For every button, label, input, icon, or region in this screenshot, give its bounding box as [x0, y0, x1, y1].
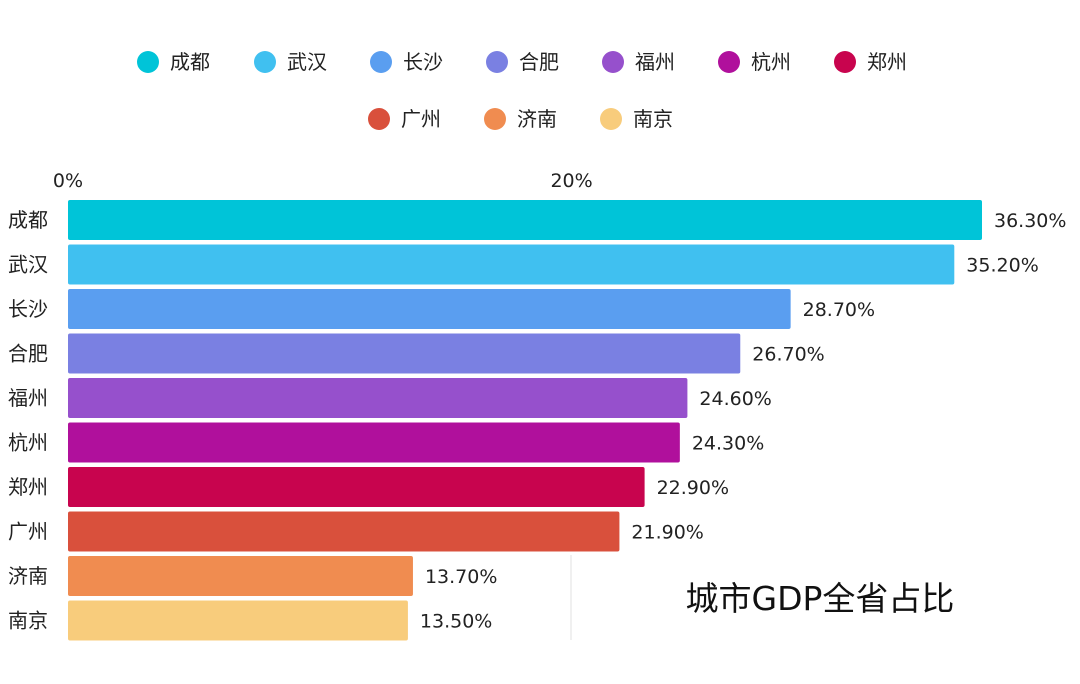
- value-label: 28.70%: [803, 299, 875, 321]
- bar-row: 南京 13.50%: [8, 600, 492, 641]
- bar-row: 郑州 22.90%: [8, 467, 729, 507]
- bar: [68, 244, 955, 285]
- bar-row: 长沙 28.70%: [8, 289, 875, 329]
- legend-swatch: [137, 51, 159, 73]
- legend-swatch: [718, 51, 740, 73]
- legend-item: 成都: [137, 50, 210, 74]
- legend-item: 杭州: [718, 50, 791, 74]
- category-label: 长沙: [8, 297, 48, 321]
- legend-label: 郑州: [867, 50, 907, 74]
- legend-label: 武汉: [287, 50, 327, 74]
- legend-label: 南京: [633, 107, 673, 131]
- bar: [68, 422, 680, 463]
- category-label: 郑州: [8, 475, 48, 499]
- bar-row: 济南 13.70%: [8, 556, 497, 596]
- bar: [68, 600, 408, 641]
- legend-item: 郑州: [834, 50, 907, 74]
- category-label: 合肥: [8, 342, 48, 366]
- category-label: 广州: [8, 520, 48, 544]
- legend-label: 长沙: [403, 50, 443, 74]
- category-label: 济南: [8, 564, 48, 588]
- legend-item: 南京: [600, 107, 673, 131]
- bar: [68, 511, 620, 552]
- value-label: 35.20%: [966, 255, 1038, 277]
- bar-row: 武汉 35.20%: [8, 244, 1039, 285]
- x-tick-label: 20%: [550, 170, 592, 192]
- bar: [68, 289, 791, 329]
- bar-row: 杭州 24.30%: [8, 422, 764, 463]
- bar: [68, 200, 982, 240]
- legend-label: 济南: [517, 107, 557, 131]
- legend-swatch: [254, 51, 276, 73]
- legend-item: 长沙: [370, 50, 443, 74]
- bars: 成都 36.30% 武汉 35.20% 长沙 28.70% 合肥 26.70% 福州 24.60%…: [8, 200, 1066, 641]
- category-label: 武汉: [8, 253, 48, 277]
- bar-row: 合肥 26.70%: [8, 333, 825, 374]
- value-label: 13.50%: [420, 611, 492, 633]
- legend-item: 广州: [368, 107, 441, 131]
- legend-label: 成都: [170, 50, 210, 74]
- category-label: 成都: [8, 208, 48, 232]
- legend-label: 福州: [635, 50, 675, 74]
- legend-swatch: [602, 51, 624, 73]
- value-label: 26.70%: [752, 344, 824, 366]
- legend-swatch: [484, 108, 506, 130]
- legend-swatch: [486, 51, 508, 73]
- bar: [68, 467, 645, 507]
- legend-item: 武汉: [254, 50, 327, 74]
- legend-swatch: [600, 108, 622, 130]
- category-label: 杭州: [8, 431, 48, 455]
- category-label: 福州: [8, 386, 48, 410]
- bar: [68, 333, 741, 374]
- bar-row: 福州 24.60%: [8, 378, 772, 418]
- legend-item: 福州: [602, 50, 675, 74]
- legend-label: 合肥: [519, 50, 559, 74]
- legend-swatch: [834, 51, 856, 73]
- value-label: 24.30%: [692, 433, 764, 455]
- legend-label: 杭州: [751, 50, 791, 74]
- chart-annotation: 城市GDP全省占比: [686, 579, 955, 618]
- value-label: 24.60%: [699, 388, 771, 410]
- bar: [68, 378, 688, 418]
- legend-swatch: [370, 51, 392, 73]
- legend-item: 济南: [484, 107, 557, 131]
- x-tick-label: 0%: [53, 170, 83, 192]
- value-label: 36.30%: [994, 210, 1066, 232]
- bar: [68, 556, 413, 596]
- legend-label: 广州: [401, 107, 441, 131]
- value-label: 21.90%: [631, 522, 703, 544]
- legend-item: 合肥: [486, 50, 559, 74]
- bar-row: 成都 36.30%: [8, 200, 1066, 240]
- x-axis-ticks: 0% 20%: [53, 170, 593, 192]
- value-label: 22.90%: [657, 477, 729, 499]
- bar-row: 广州 21.90%: [8, 511, 704, 552]
- legend-swatch: [368, 108, 390, 130]
- category-label: 南京: [8, 609, 48, 633]
- value-label: 13.70%: [425, 566, 497, 588]
